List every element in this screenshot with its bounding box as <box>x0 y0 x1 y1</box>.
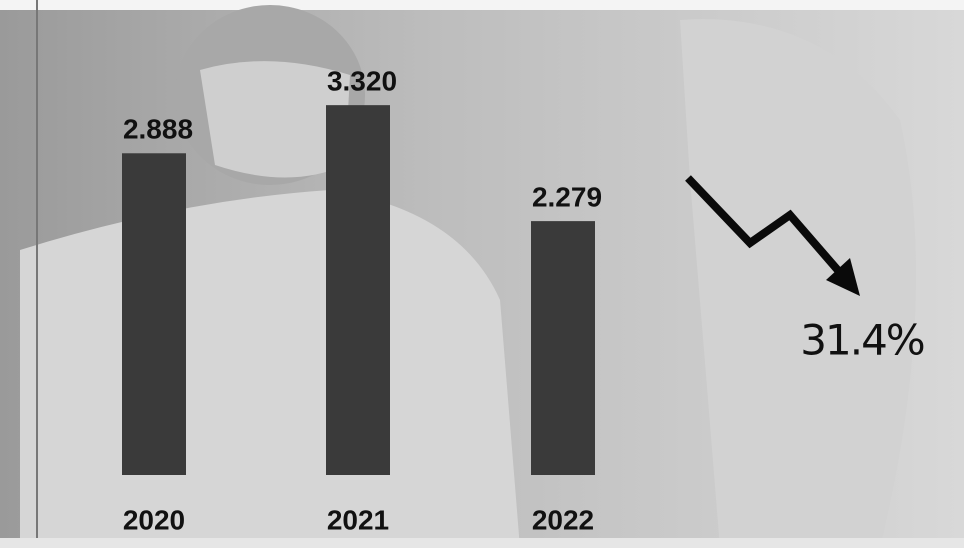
value-label: 3.320 <box>327 66 397 97</box>
value-label: 2.279 <box>532 182 602 213</box>
bar <box>326 105 390 475</box>
bar <box>122 153 186 475</box>
annotation: 31.4% <box>800 316 924 365</box>
value-label: 2.888 <box>123 114 193 145</box>
x-tick-label: 2021 <box>327 504 389 535</box>
trend-arrow <box>685 175 860 296</box>
x-tick-label: 2022 <box>532 504 594 535</box>
bar <box>531 221 595 475</box>
x-tick-label: 2020 <box>123 504 185 535</box>
